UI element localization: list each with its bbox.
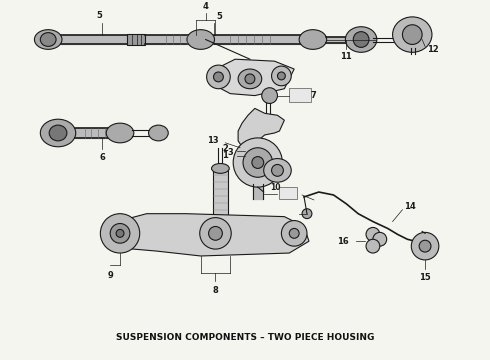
Text: 8: 8 (213, 285, 219, 294)
Ellipse shape (106, 123, 134, 143)
Ellipse shape (353, 32, 369, 48)
Text: 1: 1 (222, 151, 228, 160)
Text: SUSPENSION COMPONENTS – TWO PIECE HOUSING: SUSPENSION COMPONENTS – TWO PIECE HOUSIN… (116, 333, 374, 342)
Ellipse shape (345, 27, 377, 52)
Text: 5: 5 (217, 12, 222, 21)
Ellipse shape (402, 25, 422, 44)
Ellipse shape (277, 72, 285, 80)
Ellipse shape (209, 226, 222, 240)
Ellipse shape (116, 229, 124, 237)
Text: 15: 15 (419, 273, 431, 282)
Ellipse shape (110, 224, 130, 243)
Ellipse shape (211, 217, 230, 230)
Ellipse shape (214, 72, 223, 82)
Text: 3: 3 (227, 148, 233, 157)
Ellipse shape (245, 74, 255, 84)
Ellipse shape (100, 214, 140, 253)
Text: 4: 4 (203, 2, 209, 11)
Ellipse shape (187, 30, 215, 49)
Bar (127, 33, 145, 45)
Ellipse shape (373, 232, 387, 246)
Text: 7: 7 (311, 91, 317, 100)
Text: 5: 5 (97, 11, 102, 20)
Text: 16: 16 (337, 237, 348, 246)
Ellipse shape (262, 88, 277, 103)
Polygon shape (216, 59, 294, 96)
Polygon shape (238, 108, 284, 148)
Text: 6: 6 (99, 153, 105, 162)
Ellipse shape (299, 30, 327, 49)
Ellipse shape (289, 229, 299, 238)
Ellipse shape (281, 221, 307, 246)
Ellipse shape (207, 65, 230, 89)
Polygon shape (107, 214, 309, 256)
Ellipse shape (49, 125, 67, 141)
Bar (289, 88, 311, 102)
Ellipse shape (366, 228, 380, 241)
Ellipse shape (366, 239, 380, 253)
Text: 2: 2 (222, 144, 228, 153)
Ellipse shape (233, 138, 282, 187)
Text: 12: 12 (427, 45, 439, 54)
Text: 14: 14 (404, 202, 416, 211)
Ellipse shape (264, 158, 291, 182)
Ellipse shape (302, 209, 312, 219)
Text: 13: 13 (207, 136, 219, 145)
Ellipse shape (148, 125, 168, 141)
Ellipse shape (238, 69, 262, 89)
Text: 9: 9 (107, 271, 113, 280)
Ellipse shape (271, 66, 291, 86)
Ellipse shape (217, 220, 224, 228)
Text: 11: 11 (341, 52, 352, 61)
Ellipse shape (40, 33, 56, 46)
Bar (213, 170, 228, 221)
Bar (279, 187, 297, 199)
Ellipse shape (40, 119, 76, 147)
Ellipse shape (271, 165, 283, 176)
Ellipse shape (411, 232, 439, 260)
Ellipse shape (392, 17, 432, 52)
Ellipse shape (419, 240, 431, 252)
Text: 10: 10 (270, 183, 281, 192)
Ellipse shape (243, 148, 272, 177)
Ellipse shape (200, 217, 231, 249)
Ellipse shape (212, 163, 229, 173)
Ellipse shape (252, 157, 264, 168)
Ellipse shape (34, 30, 62, 49)
